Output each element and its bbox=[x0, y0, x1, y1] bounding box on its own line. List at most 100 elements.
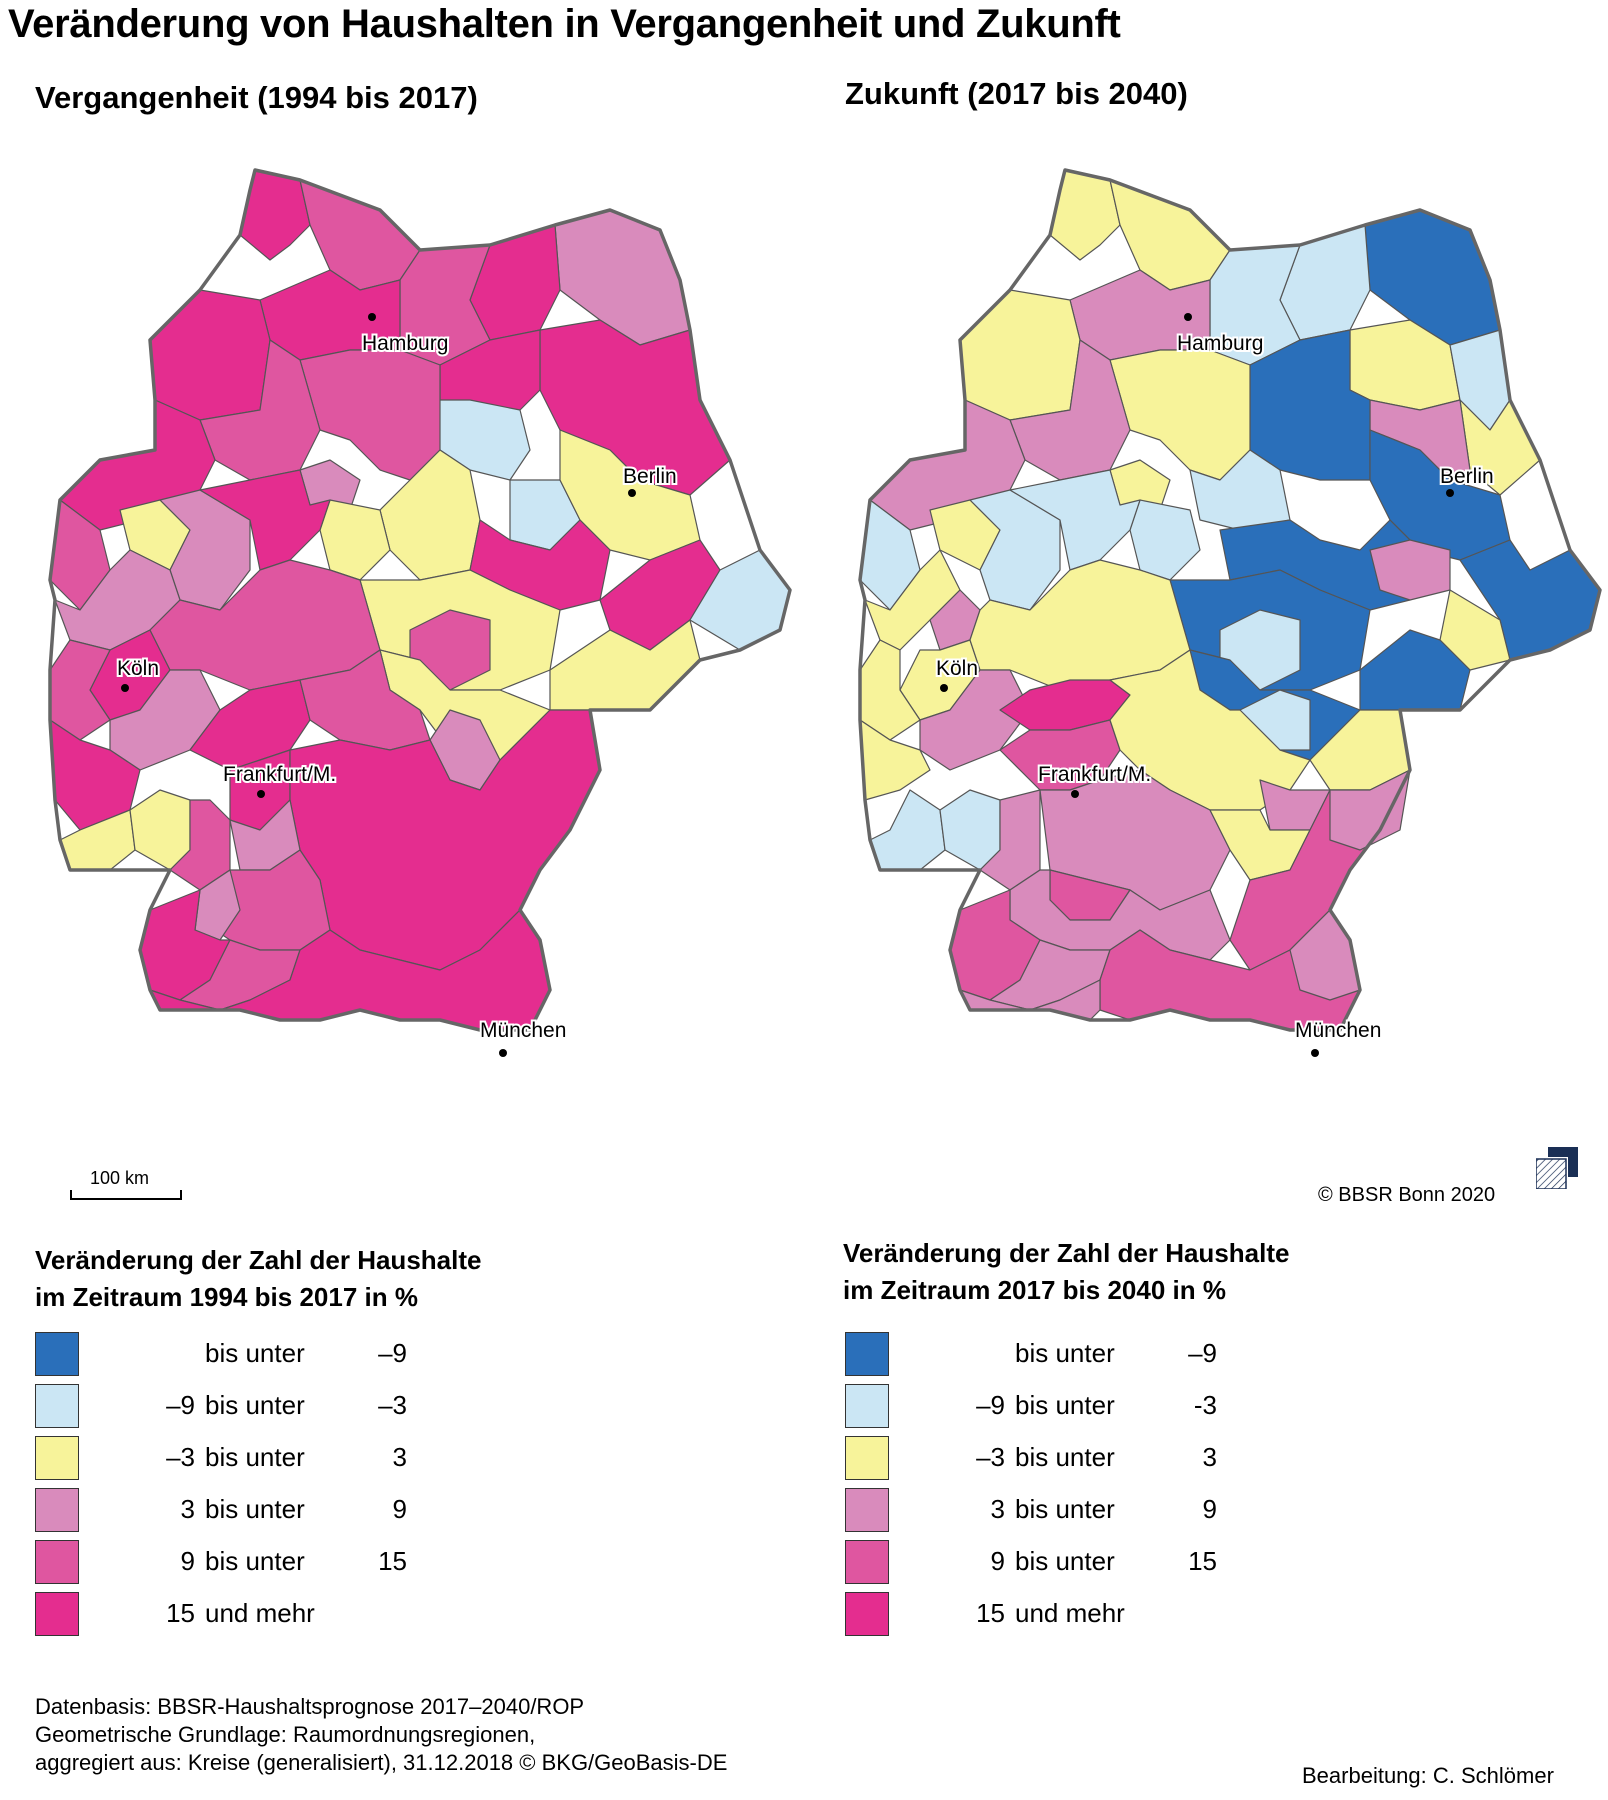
legend-title-line: Veränderung der Zahl der Haushalte bbox=[35, 1245, 482, 1275]
region bbox=[469, 224, 561, 341]
region bbox=[1369, 539, 1451, 601]
region bbox=[1439, 589, 1511, 671]
source-line: Datenbasis: BBSR-Haushaltsprognose 2017–… bbox=[35, 1694, 585, 1719]
legend-to: –3 bbox=[378, 1390, 407, 1420]
legend-from: 9 bbox=[990, 1546, 1005, 1576]
editor-credit: Bearbeitung: C. Schlömer bbox=[1302, 1763, 1554, 1788]
legend-mid: bis unter bbox=[1015, 1546, 1115, 1576]
city-label-frankfurt: Frankfurt/M. bbox=[223, 763, 336, 786]
main-title: Veränderung von Haushalten in Vergangenh… bbox=[8, 2, 1121, 46]
city-berlin: Berlin bbox=[621, 463, 679, 497]
data-source: Datenbasis: BBSR-Haushaltsprognose 2017–… bbox=[35, 1693, 935, 1777]
region bbox=[199, 849, 331, 951]
legend-to: 3 bbox=[392, 1442, 407, 1472]
legend-row: bis unter –9 bbox=[35, 1332, 455, 1376]
city-label-frankfurt: Frankfurt/M. bbox=[1038, 763, 1151, 786]
scale-bar bbox=[70, 1190, 182, 1200]
legend-title-line: im Zeitraum 1994 bis 2017 in % bbox=[35, 1282, 418, 1312]
region bbox=[1279, 224, 1371, 341]
legend-past-title: Veränderung der Zahl der Haushalte im Ze… bbox=[35, 1242, 635, 1316]
region bbox=[1239, 689, 1311, 751]
legend-from: 15 bbox=[976, 1598, 1005, 1628]
legend-row: 15 und mehr bbox=[35, 1592, 455, 1636]
legend-row: 3 bis unter 9 bbox=[35, 1488, 455, 1532]
source-line: Geometrische Grundlage: Raumordnungsregi… bbox=[35, 1722, 536, 1747]
city-koeln: Köln bbox=[934, 655, 980, 692]
legend-to: 3 bbox=[1202, 1442, 1217, 1472]
region bbox=[199, 469, 331, 571]
legend-swatch bbox=[35, 1332, 79, 1376]
legend-row: –3 bis unter 3 bbox=[845, 1436, 1265, 1480]
legend-row: –9 bis unter –3 bbox=[35, 1384, 455, 1428]
map-future: Hamburg Berlin Köln Frankfurt/M. München bbox=[858, 168, 1602, 1057]
legend-swatch bbox=[35, 1436, 79, 1480]
legend-to: -3 bbox=[1193, 1390, 1217, 1420]
legend-swatch bbox=[845, 1384, 889, 1428]
legend-row: 9 bis unter 15 bbox=[35, 1540, 455, 1584]
legend-title-line: Veränderung der Zahl der Haushalte bbox=[843, 1238, 1290, 1268]
legend-mid: und mehr bbox=[205, 1598, 315, 1628]
legend-mid: bis unter bbox=[205, 1546, 305, 1576]
map-past: Hamburg Berlin Köln Frankfurt/M. München bbox=[48, 168, 792, 1057]
city-label-koeln: Köln bbox=[117, 657, 159, 680]
region bbox=[49, 719, 141, 831]
city-muenchen: München bbox=[478, 1017, 568, 1057]
region bbox=[299, 649, 431, 751]
legend-from: –9 bbox=[976, 1390, 1005, 1420]
city-label-hamburg: Hamburg bbox=[1177, 332, 1263, 355]
region bbox=[1129, 499, 1201, 581]
city-berlin: Berlin bbox=[1438, 463, 1496, 497]
legend-swatch bbox=[845, 1436, 889, 1480]
legend-row: 3 bis unter 9 bbox=[845, 1488, 1265, 1532]
legend-swatch bbox=[35, 1384, 79, 1428]
legend-from: –3 bbox=[976, 1442, 1005, 1472]
legend-row: –9 bis unter -3 bbox=[845, 1384, 1265, 1428]
region bbox=[869, 789, 946, 871]
region bbox=[129, 789, 191, 871]
city-hamburg: Hamburg bbox=[360, 313, 450, 357]
city-label-berlin: Berlin bbox=[623, 465, 677, 488]
legend-mid: und mehr bbox=[1015, 1598, 1125, 1628]
legend-to: –9 bbox=[1188, 1338, 1217, 1368]
region bbox=[1329, 769, 1411, 851]
legend-mid: bis unter bbox=[1015, 1494, 1115, 1524]
region bbox=[299, 179, 421, 291]
legend-swatch bbox=[35, 1540, 79, 1584]
map-left-title: Vergangenheit (1994 bis 2017) bbox=[35, 80, 478, 115]
legend-mid: bis unter bbox=[205, 1390, 305, 1420]
region bbox=[1009, 469, 1141, 571]
legend-to: 9 bbox=[1202, 1494, 1217, 1524]
copyright: © BBSR Bonn 2020 bbox=[1318, 1184, 1496, 1206]
legend-from: 3 bbox=[180, 1494, 195, 1524]
city-label-koeln: Köln bbox=[936, 657, 978, 680]
region bbox=[1009, 339, 1131, 481]
legend-to: 15 bbox=[378, 1546, 407, 1576]
legend-mid: bis unter bbox=[1015, 1338, 1115, 1368]
region bbox=[299, 349, 441, 481]
legend-from: –9 bbox=[166, 1390, 195, 1420]
city-label-berlin: Berlin bbox=[1440, 465, 1494, 488]
region bbox=[149, 289, 271, 421]
legend-title-line: im Zeitraum 2017 bis 2040 in % bbox=[843, 1275, 1226, 1305]
region bbox=[959, 289, 1081, 421]
legend-row: 15 und mehr bbox=[845, 1592, 1265, 1636]
city-muenchen: München bbox=[1293, 1017, 1383, 1057]
city-label-hamburg: Hamburg bbox=[362, 332, 448, 355]
city-label-muenchen: München bbox=[480, 1019, 566, 1042]
region bbox=[539, 319, 731, 496]
city-frankfurt: Frankfurt/M. bbox=[1036, 761, 1153, 798]
region bbox=[199, 339, 321, 481]
legend-mid: bis unter bbox=[1015, 1442, 1115, 1472]
legend-from: 3 bbox=[990, 1494, 1005, 1524]
city-label-muenchen: München bbox=[1295, 1019, 1381, 1042]
region bbox=[939, 789, 1001, 871]
scale-label: 100 km bbox=[90, 1168, 150, 1188]
legend-mid: bis unter bbox=[205, 1442, 305, 1472]
region bbox=[1189, 449, 1291, 531]
bbsr-logo bbox=[1536, 1147, 1578, 1189]
legend-to: –9 bbox=[378, 1338, 407, 1368]
legend-future-title: Veränderung der Zahl der Haushalte im Ze… bbox=[843, 1235, 1443, 1309]
legend-row: bis unter –9 bbox=[845, 1332, 1265, 1376]
legend-row: 9 bis unter 15 bbox=[845, 1540, 1265, 1584]
legend-mid: bis unter bbox=[205, 1338, 305, 1368]
